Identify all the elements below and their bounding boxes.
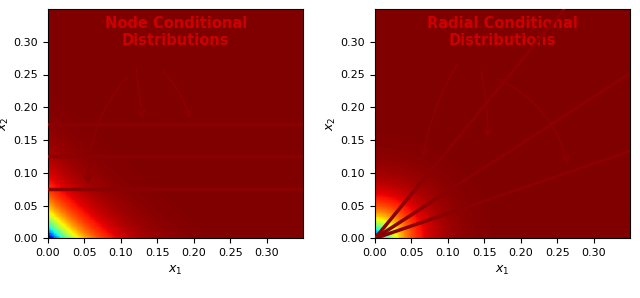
Y-axis label: $x_2$: $x_2$	[324, 117, 338, 131]
X-axis label: $x_1$: $x_1$	[495, 264, 510, 277]
Text: Radial Conditional
Distributions: Radial Conditional Distributions	[428, 16, 578, 48]
Text: Node Conditional
Distributions: Node Conditional Distributions	[104, 16, 247, 48]
X-axis label: $x_1$: $x_1$	[168, 264, 183, 277]
Y-axis label: $x_2$: $x_2$	[0, 117, 11, 131]
